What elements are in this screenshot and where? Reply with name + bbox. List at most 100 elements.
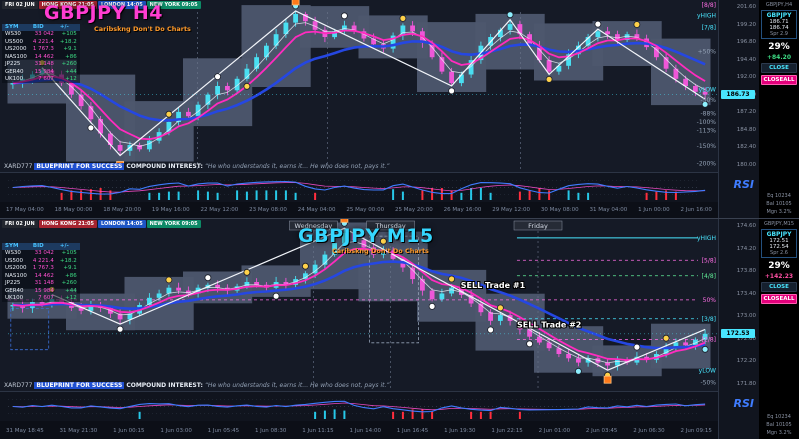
rsi-histogram-bar xyxy=(392,189,395,200)
rsi-histogram-bar xyxy=(470,411,473,419)
rsi-histogram-bar xyxy=(80,190,83,200)
h4-price-chart[interactable]: [8/8] yHIGH [7/8] +50% yLOW -50% -88% -100% -113… xyxy=(0,0,718,172)
level-label: -50% xyxy=(700,379,716,386)
price-scale-value: 199.20 xyxy=(736,21,756,28)
time-label: 23 May 08:00 xyxy=(249,207,287,213)
rsi-label: RSI xyxy=(733,178,755,191)
price-scale-value: 182.40 xyxy=(736,144,756,151)
current-price-tag: 186.73 xyxy=(721,89,755,99)
price-scale-value: 196.80 xyxy=(736,39,756,46)
zigzag-line xyxy=(51,227,706,371)
rsi-histogram-bar xyxy=(489,192,492,200)
rsi-histogram-bar xyxy=(314,192,317,200)
h4-price-scale: 201.60199.20196.80194.40192.00189.60187.… xyxy=(718,0,759,218)
rsi-histogram-bar xyxy=(479,411,482,419)
price-scale-value: 173.00 xyxy=(736,313,756,320)
m15-rsi-canvas xyxy=(8,399,706,419)
session-chip: NEW YORK 09:05 xyxy=(146,220,201,228)
market-watch-row[interactable]: UK100 7 607 +12 xyxy=(5,294,77,301)
close-button[interactable]: CLOSE xyxy=(761,282,797,292)
chart-title-h4: GBPJPY H4 xyxy=(44,2,163,24)
price-scale-value: 184.80 xyxy=(736,126,756,133)
ma-thin-line xyxy=(12,241,706,364)
account-stat: Eq 10234 xyxy=(767,414,791,420)
rsi-histogram-bar xyxy=(577,192,580,200)
market-watch-row[interactable]: US2000 1 767.3 +9.1 xyxy=(5,265,77,272)
rsi-histogram-bar xyxy=(343,410,346,419)
bid-price: 172.51 xyxy=(769,238,789,244)
time-label: 1 Jun 11:15 xyxy=(302,427,334,434)
level-label: [5/8] xyxy=(702,257,716,264)
rsi-histogram-bar xyxy=(314,411,317,419)
market-watch-row[interactable]: WS30 33 042 +105 xyxy=(5,31,77,38)
market-watch-row[interactable]: NAS100 14 462 +86 xyxy=(5,272,77,279)
spread-value: Spr 2.6 xyxy=(770,250,788,256)
price-scale-values: 201.60199.20196.80194.40192.00189.60187.… xyxy=(719,0,759,168)
rsi-histogram-bar xyxy=(567,190,570,200)
trade-annotation: SELL Trade #2 xyxy=(517,320,581,329)
signal-marker xyxy=(603,375,612,384)
level-label: [2/8] xyxy=(702,336,716,343)
rsi-histogram-bar xyxy=(294,192,297,200)
rsi-histogram-bar xyxy=(538,188,541,200)
m15-price-chart[interactable]: Wednesday Thursday Friday yHIGH [5/8] [4/8] 50… xyxy=(0,219,718,391)
time-label: 18 May 00:00 xyxy=(54,207,93,213)
footer-label: COMPOUND INTEREST: xyxy=(126,163,203,170)
level-label: [8/8] xyxy=(702,2,716,9)
rsi-histogram-bar xyxy=(60,192,63,200)
signal-marker xyxy=(340,219,349,223)
rsi-histogram-bar xyxy=(109,190,112,200)
quote-box: GBPJPY 172.51 172.54 Spr 2.6 xyxy=(761,229,797,258)
current-price-tag: 172.53 xyxy=(721,328,755,338)
rsi-histogram-bar xyxy=(645,192,648,200)
h4-rsi-pane xyxy=(0,172,718,202)
rsi-histogram-bar xyxy=(158,192,161,200)
close-all-button[interactable]: CLOSEALL xyxy=(761,75,797,85)
price-scale-value: 180.00 xyxy=(736,161,756,168)
rsi-histogram-bar xyxy=(197,190,200,200)
rsi-histogram-bar xyxy=(655,191,658,200)
ma-slow-line xyxy=(12,260,706,350)
panel-symbol: GBPJPY xyxy=(766,12,792,19)
footer-label: COMPOUND INTEREST: xyxy=(126,382,203,389)
market-watch-row[interactable]: US2000 1 767.3 +9.1 xyxy=(5,46,77,53)
time-label: 19 May 16:00 xyxy=(151,207,190,213)
price-scale-value: 174.60 xyxy=(736,223,756,229)
ma-fast-line xyxy=(12,247,706,362)
rsi-histogram-bar xyxy=(460,192,463,200)
level-label: yLOW xyxy=(699,367,716,374)
time-label: 1 Jun 00:00 xyxy=(638,207,670,213)
market-watch-row[interactable]: WS30 33 042 +105 xyxy=(5,250,77,257)
market-watch-row[interactable]: UK100 7 607 +12 xyxy=(5,75,77,82)
close-button[interactable]: CLOSE xyxy=(761,63,797,73)
rsi-histogram-bar xyxy=(548,190,551,200)
h4-chart-window: [8/8] yHIGH [7/8] +50% yLOW -50% -88% -100% -113… xyxy=(0,0,799,218)
price-scale-value: 194.40 xyxy=(736,56,756,63)
rsi-histogram-bar xyxy=(265,190,268,200)
annotation-rect xyxy=(10,308,50,351)
price-scale-value: 201.60 xyxy=(736,4,756,10)
m15-rsi-pane xyxy=(0,391,718,421)
close-all-button[interactable]: CLOSEALL xyxy=(761,294,797,304)
spread-value: Spr 2.9 xyxy=(770,31,788,37)
rsi-histogram-bar xyxy=(470,188,473,200)
time-label: 30 May 08:00 xyxy=(540,207,579,213)
chart-title-m15: GBPJPY M15 xyxy=(298,225,434,247)
market-watch-row[interactable]: GER40 15 984 +44 xyxy=(5,287,77,294)
price-scale-value: 192.00 xyxy=(736,74,756,81)
price-scale-value: 171.80 xyxy=(736,380,756,387)
m15-trade-panel: GBPJPY,M15 GBPJPY 172.51 172.54 Spr 2.6 … xyxy=(759,219,799,439)
market-watch-row[interactable]: NAS100 14 462 +86 xyxy=(5,53,77,60)
price-scale-values: 174.60 174.20 173.80 173.40 173.00 172.60 172.… xyxy=(719,219,759,387)
session-chip: HONG KONG 21:05 xyxy=(38,1,97,9)
market-watch-row[interactable]: JP225 31 148 +260 xyxy=(5,280,77,287)
market-watch-row[interactable]: GER40 15 984 +44 xyxy=(5,68,77,75)
market-watch-row[interactable]: JP225 31 148 +260 xyxy=(5,61,77,68)
market-watch-row[interactable]: US500 4 221.4 +18.2 xyxy=(5,257,77,264)
market-watch-row[interactable]: US500 4 221.4 +18.2 xyxy=(5,38,77,45)
price-scale-value: 173.80 xyxy=(736,268,756,275)
account-stat: Mgn 3.2% xyxy=(766,209,792,215)
quote-box: GBPJPY 186.71 186.74 Spr 2.9 xyxy=(761,10,797,39)
level-label: -100% xyxy=(697,119,717,126)
h4-time-axis: 17 May 04:00 18 May 00:00 18 May 20:00 19 M… xyxy=(0,202,718,218)
